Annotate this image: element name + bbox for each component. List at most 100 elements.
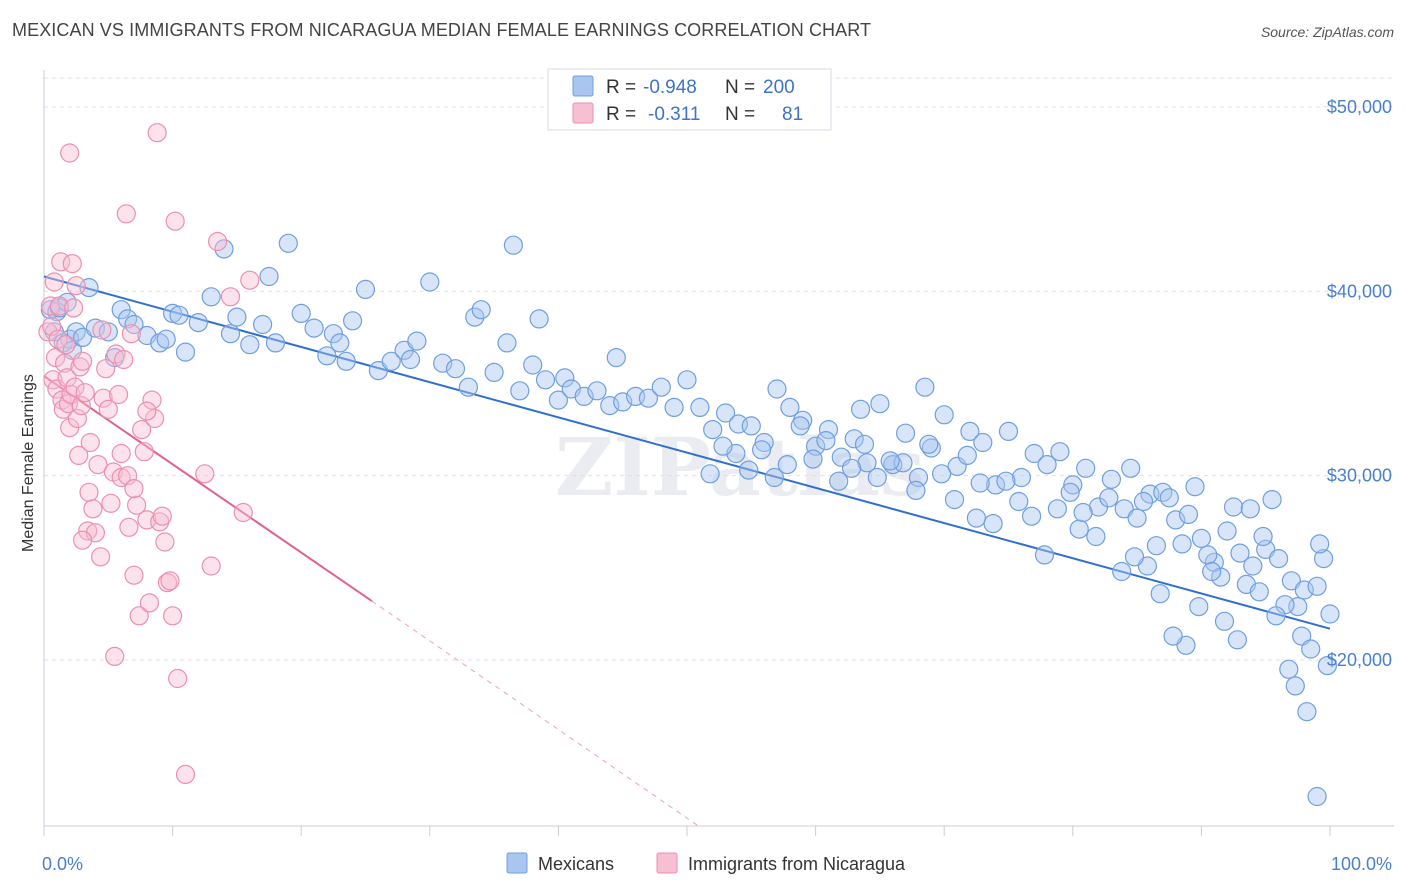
mexicans-point-98 <box>985 475 1006 495</box>
nicaragua-point-63 <box>163 606 183 626</box>
mexicans-point-44 <box>400 349 421 370</box>
y-tick-label: $20,000 <box>1327 650 1392 670</box>
mexicans-point-22 <box>175 342 196 362</box>
mexicans-point-122 <box>1262 490 1282 510</box>
mexicans-point-42 <box>381 351 401 371</box>
mexicans-point-102 <box>1037 455 1057 475</box>
mexicans-point-143 <box>1310 534 1330 554</box>
mexicans-point-69 <box>651 377 671 397</box>
mexicans-point-180 <box>867 467 887 488</box>
mexicans-point-55 <box>510 381 530 401</box>
mexicans-point-38 <box>336 351 356 371</box>
mexicans-point-97 <box>973 432 993 453</box>
mexicans-point-74 <box>715 403 736 423</box>
mexicans-point-106 <box>1076 458 1096 478</box>
mexicans-point-84 <box>844 429 864 449</box>
mexicans-trend-line <box>43 275 1331 630</box>
legend-r-value-2: -0.311 <box>648 104 700 125</box>
mexicans-point-28 <box>240 335 260 355</box>
nicaragua-point-67 <box>195 464 215 484</box>
mexicans-point-34 <box>304 318 324 338</box>
mexicans-point-19 <box>156 329 176 349</box>
nicaragua-point-71 <box>233 502 253 523</box>
nicaragua-point-64 <box>165 211 185 231</box>
nicaragua-point-19 <box>63 298 84 318</box>
mexicans-point-162 <box>1099 488 1119 508</box>
nicaragua-point-35 <box>93 388 113 408</box>
mexicans-point-155 <box>1189 596 1209 617</box>
mexicans-point-103 <box>1050 442 1070 462</box>
mexicans-point-124 <box>1281 571 1302 591</box>
mexicans-point-30 <box>259 266 279 287</box>
nicaragua-point-37 <box>98 399 118 419</box>
nicaragua-point-65 <box>168 668 188 689</box>
mexicans-point-53 <box>497 333 517 353</box>
trend-lines <box>43 275 1331 827</box>
legend-swatch-blue <box>572 75 594 97</box>
mexicans-point-77 <box>754 432 774 453</box>
nicaragua-point-70 <box>220 287 241 307</box>
legend-n-value-2: 81 <box>782 104 803 125</box>
y-tick-label: $40,000 <box>1327 281 1392 301</box>
nicaragua-point-78 <box>92 320 112 340</box>
y-tick-label: $50,000 <box>1327 97 1392 117</box>
nicaragua-point-20 <box>65 377 85 397</box>
mexicans-point-100 <box>1011 467 1032 488</box>
nicaragua-point-68 <box>201 556 221 576</box>
mexicans-point-79 <box>780 397 800 417</box>
mexicans-point-76 <box>741 416 761 436</box>
mexicans-point-52 <box>484 362 504 382</box>
legend-n-label-2: N = <box>725 104 755 125</box>
mexicans-point-148 <box>1307 786 1327 807</box>
mexicans-point-25 <box>214 239 234 259</box>
mexicans-point-151 <box>1240 499 1260 519</box>
mexicans-point-170 <box>996 471 1016 491</box>
mexicans-point-112 <box>1146 536 1167 556</box>
mexicans-point-179 <box>880 451 900 471</box>
mexicans-point-158 <box>1150 584 1170 604</box>
mexicans-point-123 <box>1268 548 1289 569</box>
mexicans-point-50 <box>465 307 485 327</box>
nicaragua-point-23 <box>69 445 89 465</box>
nicaragua-point-75 <box>124 479 144 499</box>
mexicans-point-144 <box>1317 655 1338 676</box>
mexicans-point-40 <box>355 279 376 299</box>
nicaragua-point-66 <box>175 764 196 785</box>
mexicans-point-139 <box>1249 582 1269 602</box>
mexicans-point-70 <box>664 397 684 417</box>
mexicans-point-183 <box>829 471 849 491</box>
mexicans-point-177 <box>906 480 926 500</box>
mexicans-point-131 <box>1133 491 1154 512</box>
mexicans-point-78 <box>767 379 787 399</box>
legend-bottom-swatch-nicaragua <box>656 852 678 874</box>
nicaragua-point-29 <box>79 482 99 502</box>
mexicans-point-172 <box>970 473 990 493</box>
mexicans-point-187 <box>777 455 797 475</box>
mexicans-point-188 <box>764 467 785 488</box>
mexicans-point-39 <box>343 311 363 331</box>
mexicans-point-26 <box>220 324 241 344</box>
mexicans-point-130 <box>1121 458 1141 478</box>
mexicans-point-154 <box>1202 561 1222 582</box>
nicaragua-point-79 <box>111 443 131 464</box>
mexicans-point-189 <box>751 440 772 460</box>
mexicans-point-134 <box>1185 477 1205 497</box>
axes <box>43 70 1394 836</box>
mexicans-point-184 <box>816 431 836 451</box>
nicaragua-point-43 <box>114 349 134 370</box>
nicaragua-point-42 <box>111 467 131 488</box>
mexicans-point-91 <box>915 377 935 397</box>
legend-n-label-1: N = <box>725 77 755 98</box>
mexicans-point-119 <box>1230 543 1250 563</box>
mexicans-point-166 <box>1047 499 1068 519</box>
nicaragua-point-51 <box>132 420 152 440</box>
chart-title: MEXICAN VS IMMIGRANTS FROM NICARAGUA MED… <box>12 20 872 40</box>
mexicans-point-146 <box>1285 676 1305 696</box>
chart-source: Source: ZipAtlas.com <box>1260 24 1394 40</box>
mexicans-point-190 <box>739 460 759 480</box>
mexicans-point-120 <box>1243 556 1263 576</box>
mexicans-point-58 <box>535 370 556 390</box>
mexicans-point-63 <box>587 381 607 401</box>
mexicans-point-169 <box>1009 491 1029 512</box>
mexicans-point-35 <box>317 346 337 366</box>
